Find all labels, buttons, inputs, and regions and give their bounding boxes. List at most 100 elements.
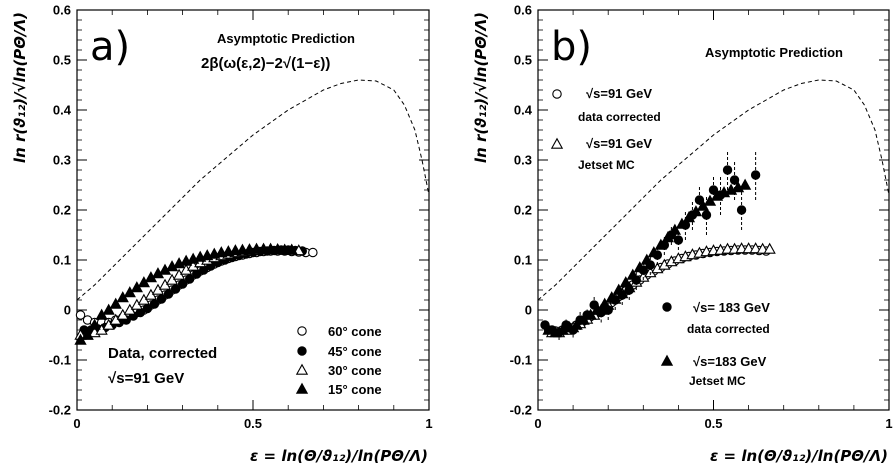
legend-label: √s=183 GeV xyxy=(693,354,767,369)
y-tick-label: 0.5 xyxy=(53,53,71,68)
asymptotic-prediction-curve xyxy=(76,79,430,301)
data-point xyxy=(102,303,115,315)
legend-marker xyxy=(662,302,672,312)
y-tick-label: 0.6 xyxy=(53,3,71,18)
legend-sublabel: Jetset MC xyxy=(578,158,635,172)
data-point xyxy=(729,175,740,185)
y-tick-label: -0.1 xyxy=(510,353,532,368)
legend-sublabel: Jetset MC xyxy=(689,374,746,388)
y-tick-label: 0.6 xyxy=(514,3,532,18)
data-point xyxy=(605,291,618,303)
x-axis-title: ε = ln(Θ/ϑ₁₂)/ln(PΘ/Λ) xyxy=(710,447,888,465)
data-point xyxy=(308,247,318,258)
legend-marker xyxy=(297,326,307,336)
y-tick-label: 0.4 xyxy=(53,103,72,118)
data-point xyxy=(591,303,604,315)
y-axis-title: ln r(ϑ₁₂)/√ln(PΘ/Λ) xyxy=(11,12,29,163)
annotation: Asymptotic Prediction xyxy=(705,45,843,60)
data-point xyxy=(673,235,684,245)
series-3 xyxy=(74,243,305,340)
series-4 xyxy=(542,178,752,338)
data-point xyxy=(612,283,625,295)
annotation: √s=91 GeV xyxy=(108,370,184,387)
legend-marker xyxy=(295,382,309,394)
legend: √s=91 GeV data corrected √s=91 GeV Jetset M… xyxy=(550,86,770,388)
legend-marker xyxy=(297,346,307,356)
annotation: Asymptotic Prediction xyxy=(217,31,355,46)
data-point xyxy=(156,294,167,304)
data-point xyxy=(542,323,555,335)
data-point xyxy=(647,246,660,258)
panel-a: -0.2 -0.1 0 0.1 0.2 0.3 0.4 0.5 0.6 0 0.5 1 ε = ln(Θ… xyxy=(11,3,433,466)
data-point xyxy=(149,299,160,309)
panel-label: a) xyxy=(90,24,130,70)
data-point xyxy=(619,276,632,288)
data-point xyxy=(675,217,689,229)
data-point xyxy=(633,261,646,273)
x-tick-label: 0.5 xyxy=(244,416,262,431)
data-point xyxy=(177,279,188,289)
y-tick-label: 0.1 xyxy=(514,253,532,268)
legend-sublabel: data corrected xyxy=(578,110,661,124)
legend-marker xyxy=(660,354,674,366)
y-tick-label: 0 xyxy=(525,303,532,318)
data-point xyxy=(708,185,719,195)
y-tick-label: -0.2 xyxy=(49,403,71,418)
x-tick-label: 1 xyxy=(425,416,432,431)
legend-marker xyxy=(552,89,562,99)
data-point xyxy=(109,297,122,309)
legend-label: 45° cone xyxy=(328,344,382,359)
data-point xyxy=(750,170,761,180)
legend-label: √s=91 GeV xyxy=(586,136,652,151)
legend-label: 30° cone xyxy=(328,363,382,378)
x-tick-label: 0 xyxy=(73,416,80,431)
y-tick-label: 0.3 xyxy=(53,153,71,168)
data-point xyxy=(75,310,86,320)
y-tick-label: 0 xyxy=(64,303,71,318)
x-tick-label: 0.5 xyxy=(704,416,722,431)
y-tick-label: 0.3 xyxy=(514,153,532,168)
annotation: Data, corrected xyxy=(108,345,217,362)
data-point xyxy=(694,195,705,205)
data-point xyxy=(88,318,101,330)
y-tick-label: 0.5 xyxy=(514,53,532,68)
y-tick-label: 0.4 xyxy=(514,103,533,118)
data-point xyxy=(184,274,195,284)
data-point xyxy=(285,243,298,255)
data-point xyxy=(738,178,752,190)
data-point xyxy=(668,223,682,235)
data-point xyxy=(654,238,667,250)
data-point xyxy=(271,243,284,255)
data-point xyxy=(640,253,653,265)
y-axis-title: ln r(ϑ₁₂)/√ln(PΘ/Λ) xyxy=(472,12,490,163)
data-point xyxy=(661,231,675,243)
data-point xyxy=(682,211,696,223)
legend-sublabel: data corrected xyxy=(687,322,770,336)
y-tick-label: 0.1 xyxy=(53,253,71,268)
y-tick-label: 0.2 xyxy=(514,203,532,218)
data-point xyxy=(170,284,181,294)
data-point xyxy=(749,242,762,254)
data-point xyxy=(264,242,277,254)
legend: 60° cone 45° cone 30° cone 15° cone xyxy=(295,324,382,397)
legend-label: √s=91 GeV xyxy=(586,86,652,101)
data-point xyxy=(701,210,712,220)
panel-b: -0.2 -0.1 0 0.1 0.2 0.3 0.4 0.5 0.6 0 0.5 1 ε = ln(Θ… xyxy=(472,3,893,466)
series-4 xyxy=(74,242,298,345)
data-point xyxy=(763,242,776,254)
plot-frame xyxy=(537,9,890,411)
data-point xyxy=(163,289,174,299)
legend-label: √s= 183 GeV xyxy=(693,300,770,315)
y-tick-label: 0.2 xyxy=(53,203,71,218)
y-tick-label: -0.1 xyxy=(49,353,71,368)
x-tick-label: 1 xyxy=(885,416,892,431)
y-tick-label: -0.2 xyxy=(510,403,532,418)
panel-label: b) xyxy=(551,24,592,70)
x-axis-title: ε = ln(Θ/ϑ₁₂)/ln(PΘ/Λ) xyxy=(250,447,428,465)
asymptotic-prediction-curve xyxy=(537,79,890,301)
legend-label: 60° cone xyxy=(328,324,382,339)
legend-label: 15° cone xyxy=(328,382,382,397)
data-point xyxy=(689,205,703,217)
data-point xyxy=(81,328,94,340)
